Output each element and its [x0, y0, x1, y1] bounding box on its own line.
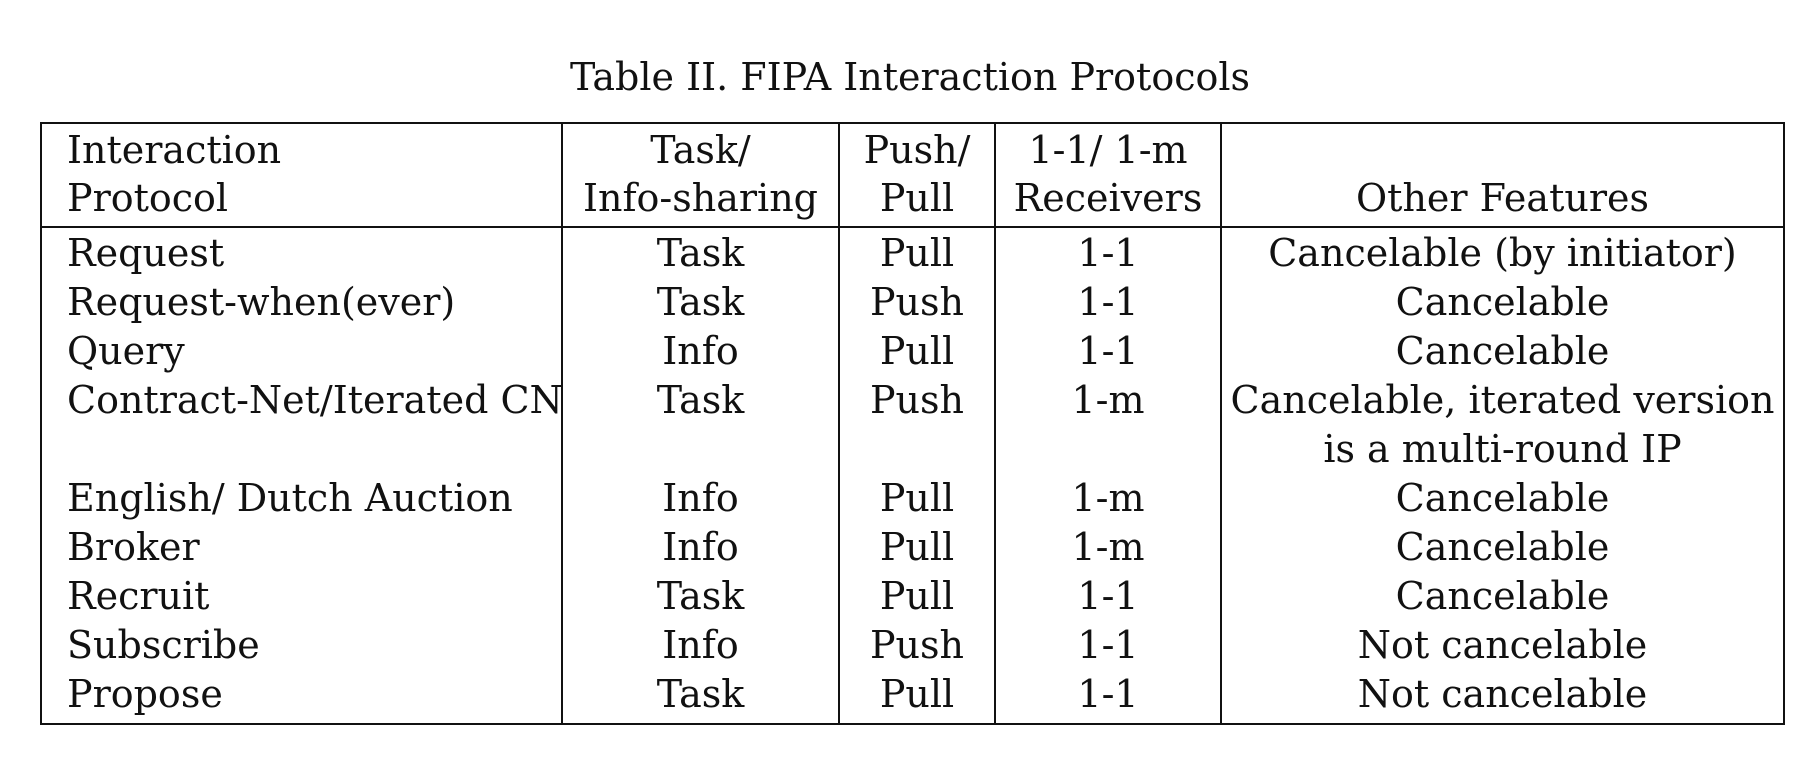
cell-receivers: 1-m: [994, 474, 1222, 523]
cell-push: Pull: [838, 474, 996, 523]
fipa-protocols-table: Interaction Protocol Task/ Info-sharing …: [40, 122, 1785, 725]
cell-receivers: 1-1: [994, 278, 1222, 327]
header-push-pull: Push/ Pull: [838, 123, 996, 228]
cell-features: Cancelable: [1220, 572, 1785, 621]
cell-task: Task: [561, 227, 840, 278]
header-task-info: Task/ Info-sharing: [561, 123, 840, 228]
cell-receivers: 1-1: [994, 621, 1222, 670]
cell-protocol: Recruit: [40, 572, 563, 621]
header-col3-line2: Pull: [879, 176, 955, 220]
cell-task: Task: [561, 278, 840, 327]
cell-protocol: English/ Dutch Auction: [40, 474, 563, 523]
cell-push: Pull: [838, 670, 996, 724]
cell-push: Push: [838, 621, 996, 670]
table-row: Request Task Pull 1-1 Cancelable (by ini…: [40, 227, 1785, 278]
header-col4-line1: 1-1/ 1-m: [1028, 128, 1188, 172]
cell-features: Cancelable: [1220, 523, 1785, 572]
cell-task: Info: [561, 523, 840, 572]
cell-task: Task: [561, 376, 840, 474]
header-col4-line2: Receivers: [1013, 176, 1203, 220]
table-row: Broker Info Pull 1-m Cancelable: [40, 523, 1785, 572]
cell-protocol: Contract-Net/Iterated CN: [40, 376, 563, 474]
table-caption: Table II. FIPA Interaction Protocols: [569, 55, 1251, 99]
cell-receivers: 1-1: [994, 227, 1222, 278]
table-row: English/ Dutch Auction Info Pull 1-m Can…: [40, 474, 1785, 523]
cell-receivers: 1-1: [994, 327, 1222, 376]
cell-features: Not cancelable: [1220, 621, 1785, 670]
cell-protocol: Propose: [40, 670, 563, 724]
header-col3-line1: Push/: [863, 128, 971, 172]
cell-protocol: Broker: [40, 523, 563, 572]
cell-push: Pull: [838, 572, 996, 621]
cell-features-line1: Cancelable, iterated version: [1230, 378, 1775, 422]
header-col2-line1: Task/: [650, 128, 751, 172]
cell-receivers: 1-m: [994, 376, 1222, 474]
cell-push: Push: [838, 278, 996, 327]
cell-push: Pull: [838, 227, 996, 278]
header-other-features: Other Features: [1220, 123, 1785, 228]
table-row: Propose Task Pull 1-1 Not cancelable: [40, 670, 1785, 724]
cell-receivers: 1-1: [994, 572, 1222, 621]
header-col5-line2: Other Features: [1356, 176, 1649, 220]
table-row: Contract-Net/Iterated CN Task Push 1-m C…: [40, 376, 1785, 474]
table-row: Recruit Task Pull 1-1 Cancelable: [40, 572, 1785, 621]
cell-task: Task: [561, 572, 840, 621]
cell-features: Cancelable: [1220, 327, 1785, 376]
cell-features: Cancelable (by initiator): [1220, 227, 1785, 278]
table-row: Query Info Pull 1-1 Cancelable: [40, 327, 1785, 376]
cell-features: Cancelable, iterated version is a multi-…: [1220, 376, 1785, 474]
header-col1-line1: Interaction: [67, 128, 282, 172]
cell-push: Pull: [838, 523, 996, 572]
cell-features: Not cancelable: [1220, 670, 1785, 724]
cell-receivers: 1-1: [994, 670, 1222, 724]
cell-protocol: Request: [40, 227, 563, 278]
cell-protocol: Query: [40, 327, 563, 376]
cell-push: Push: [838, 376, 996, 474]
table-row: Request-when(ever) Task Push 1-1 Cancela…: [40, 278, 1785, 327]
cell-protocol: Request-when(ever): [40, 278, 563, 327]
cell-features: Cancelable: [1220, 278, 1785, 327]
header-col2-line2: Info-sharing: [582, 176, 818, 220]
cell-task: Info: [561, 327, 840, 376]
table-header-row: Interaction Protocol Task/ Info-sharing …: [40, 123, 1785, 228]
header-col1-line2: Protocol: [67, 176, 229, 220]
cell-task: Task: [561, 670, 840, 724]
cell-receivers: 1-m: [994, 523, 1222, 572]
table-row: Subscribe Info Push 1-1 Not cancelable: [40, 621, 1785, 670]
cell-task: Info: [561, 474, 840, 523]
cell-protocol: Subscribe: [40, 621, 563, 670]
cell-features: Cancelable: [1220, 474, 1785, 523]
header-receivers: 1-1/ 1-m Receivers: [994, 123, 1222, 228]
cell-task: Info: [561, 621, 840, 670]
cell-features-line2: is a multi-round IP: [1323, 427, 1682, 471]
header-interaction-protocol: Interaction Protocol: [40, 123, 563, 228]
cell-push: Pull: [838, 327, 996, 376]
